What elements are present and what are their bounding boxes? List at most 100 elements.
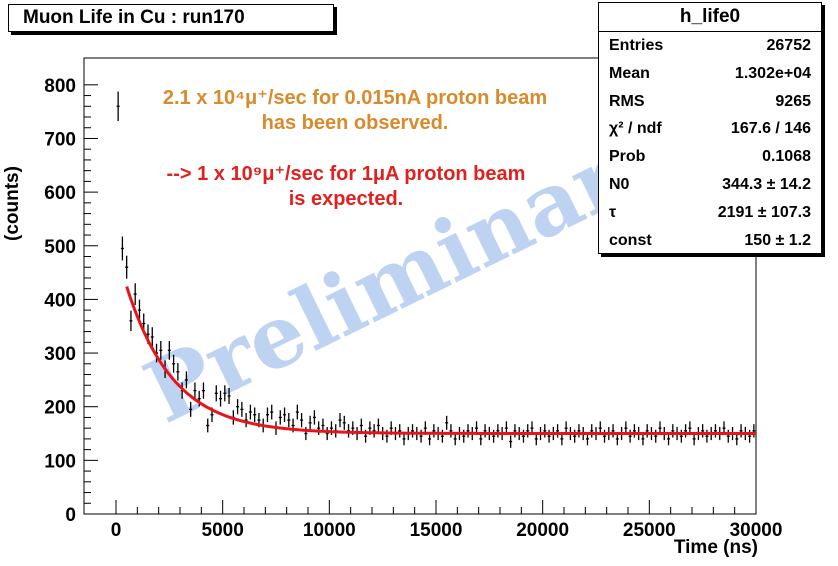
data-point bbox=[244, 413, 248, 428]
data-point bbox=[671, 424, 675, 438]
data-point bbox=[432, 424, 436, 438]
data-point bbox=[133, 283, 137, 305]
annotation-observed: 2.1 x 10⁴μ⁺/sec for 0.015nA proton beam … bbox=[120, 86, 590, 136]
stats-key: Prob bbox=[609, 148, 646, 166]
data-point bbox=[137, 299, 141, 321]
data-point bbox=[726, 429, 730, 443]
data-point bbox=[312, 410, 316, 425]
data-point bbox=[496, 424, 500, 438]
data-point bbox=[120, 236, 124, 261]
stats-row-const: const 150 ± 1.2 bbox=[599, 227, 821, 255]
x-tick-label: 0 bbox=[111, 520, 122, 541]
axis-ticks: 0 100 200 300 400 500 600 700 800 0 5000 10000 15000… bbox=[44, 76, 782, 541]
stats-key: RMS bbox=[609, 92, 645, 110]
y-tick-label: 500 bbox=[44, 237, 76, 258]
data-point bbox=[283, 407, 287, 423]
annotation-expected: --> 1 x 10⁹μ⁺/sec for 1μA proton beam is… bbox=[116, 162, 576, 212]
data-point bbox=[214, 385, 218, 402]
y-tick-label: 800 bbox=[44, 76, 76, 97]
data-point bbox=[129, 310, 133, 332]
stats-row-prob: Prob 0.1068 bbox=[599, 143, 821, 171]
y-tick-label: 0 bbox=[65, 505, 76, 526]
data-point bbox=[547, 429, 551, 443]
y-tick-label: 300 bbox=[44, 344, 76, 365]
data-point bbox=[376, 418, 380, 433]
data-point bbox=[590, 424, 594, 438]
stats-value: 9265 bbox=[775, 92, 811, 110]
data-point bbox=[201, 382, 205, 399]
stats-value: 344.3 ± 14.2 bbox=[722, 175, 811, 193]
data-point bbox=[748, 429, 752, 443]
data-point bbox=[359, 418, 363, 433]
data-point bbox=[189, 401, 193, 417]
y-tick-label: 700 bbox=[44, 129, 76, 150]
data-point bbox=[492, 429, 496, 443]
data-point bbox=[236, 399, 240, 415]
data-point bbox=[248, 404, 252, 420]
data-point bbox=[466, 424, 470, 438]
stats-row-tau: τ 2191 ± 107.3 bbox=[599, 199, 821, 227]
data-point bbox=[150, 327, 154, 347]
data-point bbox=[402, 432, 406, 446]
chart-title: Muon Life in Cu : run170 bbox=[8, 4, 334, 32]
data-point bbox=[713, 424, 717, 438]
stats-key: N0 bbox=[609, 175, 630, 193]
stats-key: Entries bbox=[609, 37, 664, 54]
data-point bbox=[116, 91, 120, 122]
data-point bbox=[513, 424, 517, 438]
data-point bbox=[611, 424, 615, 438]
data-point bbox=[603, 429, 607, 443]
stats-key: τ bbox=[609, 203, 617, 221]
fit-curve bbox=[125, 286, 756, 435]
data-point bbox=[176, 363, 180, 381]
annotation-line: has been observed. bbox=[261, 112, 449, 134]
data-point bbox=[287, 413, 291, 428]
data-point bbox=[654, 429, 658, 443]
annotation-line: 2.1 x 10⁴μ⁺/sec for 0.015nA proton beam bbox=[162, 87, 548, 109]
data-point bbox=[372, 424, 376, 438]
data-point bbox=[338, 413, 342, 428]
data-point bbox=[317, 421, 321, 435]
data-point bbox=[193, 382, 197, 399]
y-tick-label: 400 bbox=[44, 290, 76, 311]
data-point bbox=[645, 424, 649, 438]
stats-value: 150 ± 1.2 bbox=[744, 231, 811, 249]
stats-value: 1.302e+04 bbox=[734, 64, 811, 82]
stats-key: const bbox=[609, 231, 652, 249]
stats-row-n0: N0 344.3 ± 14.2 bbox=[599, 171, 821, 199]
stats-key: χ² / ndf bbox=[609, 120, 662, 138]
data-point bbox=[270, 404, 274, 420]
x-axis-label: Time (ns) bbox=[673, 537, 758, 558]
data-point bbox=[325, 426, 329, 441]
data-point bbox=[543, 424, 547, 438]
stats-box: h_life0 Entries 26752 Mean 1.302e+04 RMS 92… bbox=[598, 2, 822, 254]
data-point bbox=[521, 429, 525, 443]
data-point bbox=[253, 407, 257, 423]
stats-row-entries: Entries 26752 bbox=[599, 32, 821, 60]
data-point bbox=[223, 385, 227, 402]
y-tick-label: 600 bbox=[44, 183, 76, 204]
x-tick-label: 30000 bbox=[730, 520, 783, 541]
data-point bbox=[219, 390, 223, 407]
data-point bbox=[705, 429, 709, 443]
data-point bbox=[679, 429, 683, 443]
x-tick-label: 5000 bbox=[202, 520, 244, 541]
data-point bbox=[573, 429, 577, 443]
data-point bbox=[701, 424, 705, 438]
data-point bbox=[628, 429, 632, 443]
data-point bbox=[342, 415, 346, 430]
plot-frame bbox=[83, 57, 757, 515]
x-tick-label: 25000 bbox=[623, 520, 676, 541]
data-point bbox=[440, 429, 444, 443]
x-tick-label: 15000 bbox=[410, 520, 463, 541]
data-point bbox=[172, 354, 176, 373]
y-axis-label: (counts) bbox=[2, 166, 23, 241]
data-point bbox=[752, 424, 756, 438]
data-point bbox=[159, 341, 163, 360]
stats-value: 2191 ± 107.3 bbox=[717, 203, 811, 221]
data-point bbox=[206, 418, 210, 433]
data-point bbox=[462, 429, 466, 443]
y-tick-label: 100 bbox=[44, 451, 76, 472]
data-point bbox=[526, 424, 530, 438]
